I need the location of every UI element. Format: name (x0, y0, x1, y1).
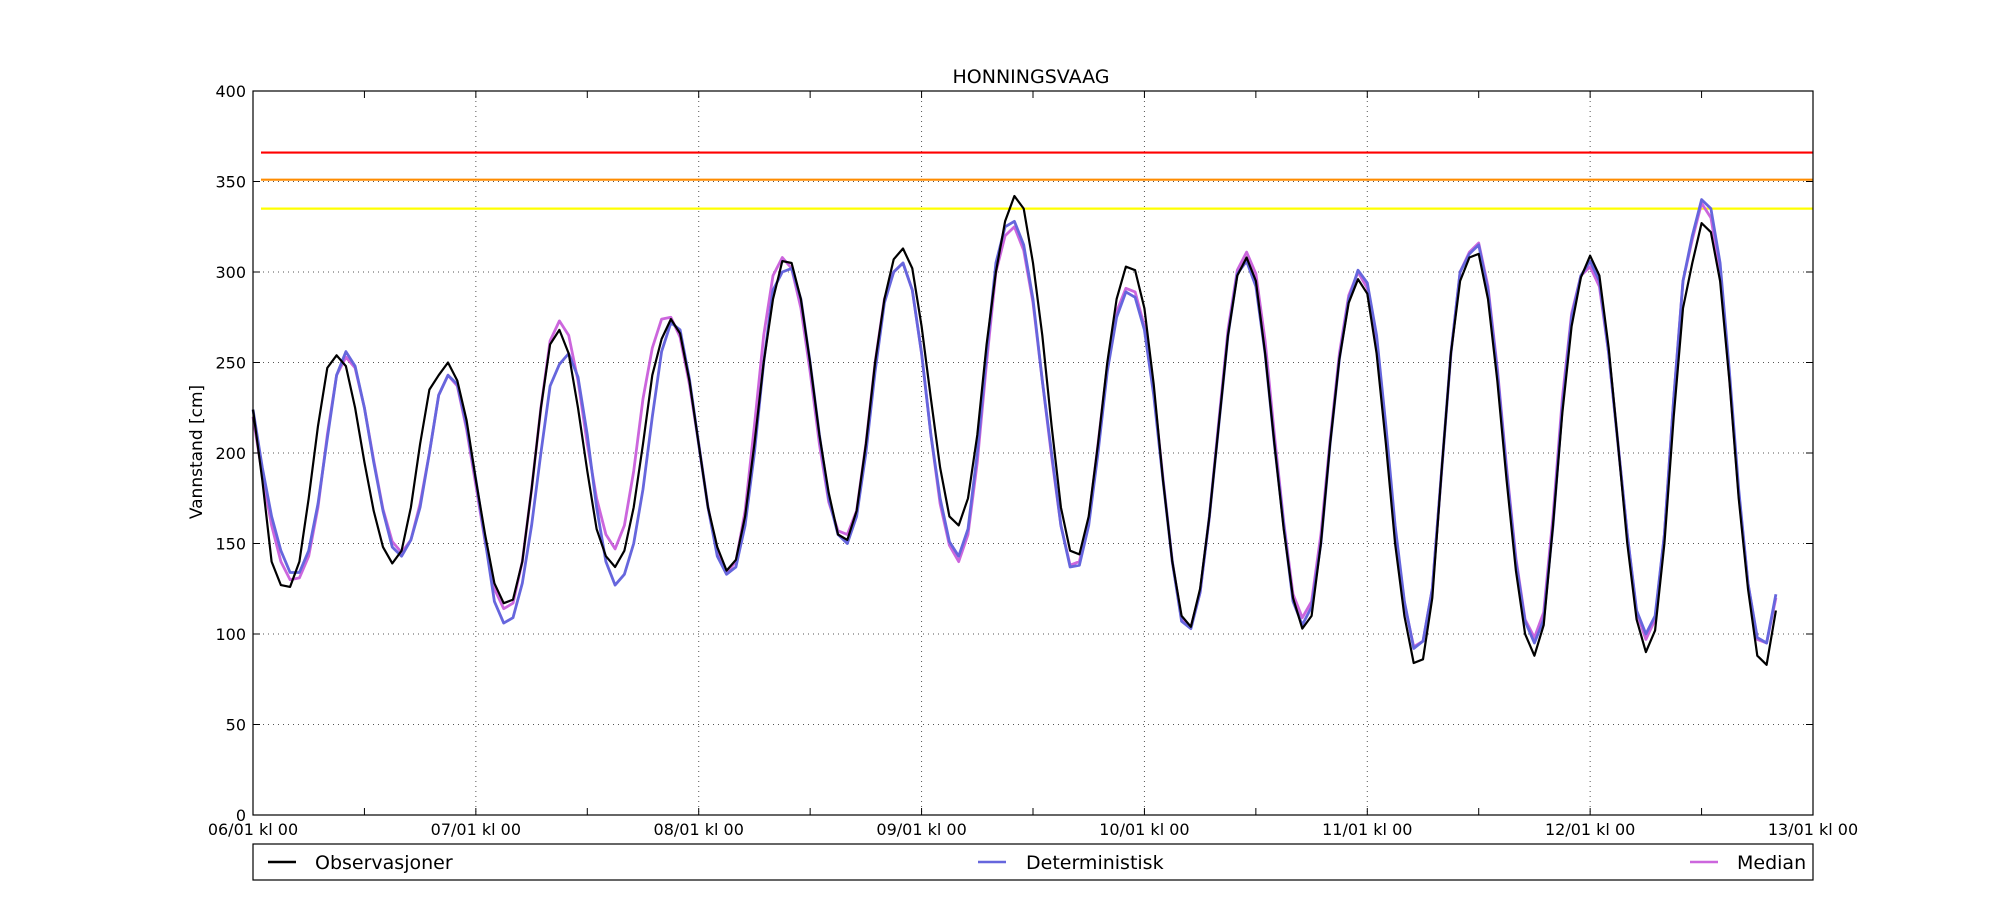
y-tick-label: 300 (215, 263, 246, 282)
chart-title: HONNINGSVAAG (953, 66, 1110, 88)
legend-label-median: Median (1737, 852, 1806, 874)
x-tick-label: 08/01 kl 00 (654, 820, 744, 839)
series-line-observasjoner (251, 194, 1777, 666)
legend-label-deterministisk: Deterministisk (1026, 852, 1164, 874)
threshold-lines (261, 151, 1813, 210)
legend: Observasjoner Deterministisk Median (252, 843, 1814, 881)
legend-label-observasjoner: Observasjoner (315, 852, 453, 874)
x-tick-label: 10/01 kl 00 (1099, 820, 1189, 839)
y-axis-label: Vannstand [cm] (187, 385, 207, 519)
x-tick-label: 06/01 kl 00 (208, 820, 298, 839)
y-tick-label: 0 (236, 806, 246, 825)
y-tick-label: 200 (215, 444, 246, 463)
x-tick-label: 12/01 kl 00 (1545, 820, 1635, 839)
y-tick-label: 400 (215, 82, 246, 101)
axes-layer: 0 50 100 150 200 250 300 350 400 06/01 kl 00 07/01… (208, 82, 1858, 839)
series-line-deterministisk (251, 198, 1778, 650)
y-tick-label: 250 (215, 354, 246, 373)
y-tick-label: 100 (215, 625, 246, 644)
y-tick-label: 50 (226, 716, 246, 735)
series-layer (251, 194, 1778, 666)
x-tick-label: 13/01 kl 00 (1768, 820, 1858, 839)
x-tick-label: 11/01 kl 00 (1322, 820, 1412, 839)
x-tick-label: 09/01 kl 00 (876, 820, 966, 839)
x-tick-label: 07/01 kl 00 (431, 820, 521, 839)
grid-layer (253, 91, 1813, 815)
y-tick-label: 150 (215, 535, 246, 554)
y-tick-label: 350 (215, 173, 246, 192)
legend-box (252, 843, 1814, 881)
